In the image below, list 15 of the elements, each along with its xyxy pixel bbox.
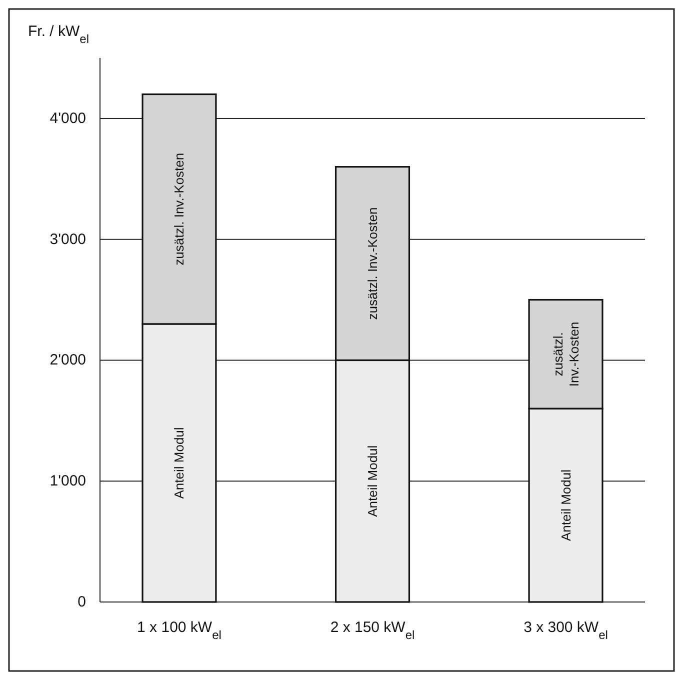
y-tick-label: 0	[78, 594, 86, 610]
y-tick-label: 3'000	[50, 230, 86, 248]
y-tick-label: 4'000	[50, 110, 86, 127]
x-tick-label: 3 x 300 kW$_{el}$	[524, 619, 608, 642]
text: zusätzl. Inv.-Kosten	[365, 207, 380, 320]
series-label: Anteil Modul	[558, 469, 574, 542]
y-axis-title: Fr. / kW$_{el}$	[28, 23, 90, 46]
y-tick-label: 2'000	[50, 352, 86, 369]
x-tick-label: 2 x 150 kW$_{el}$	[330, 619, 415, 642]
text: Anteil Modul	[172, 427, 187, 499]
series-label: zusätzl. Inv.-Kosten	[550, 322, 582, 387]
text: Anteil Modul	[365, 445, 380, 517]
text: zusätzl. Inv.-Kosten	[172, 152, 187, 266]
y-tick-label: 1'000	[50, 472, 86, 490]
x-tick-label: 1 x 100 kW$_{el}$	[137, 619, 222, 642]
